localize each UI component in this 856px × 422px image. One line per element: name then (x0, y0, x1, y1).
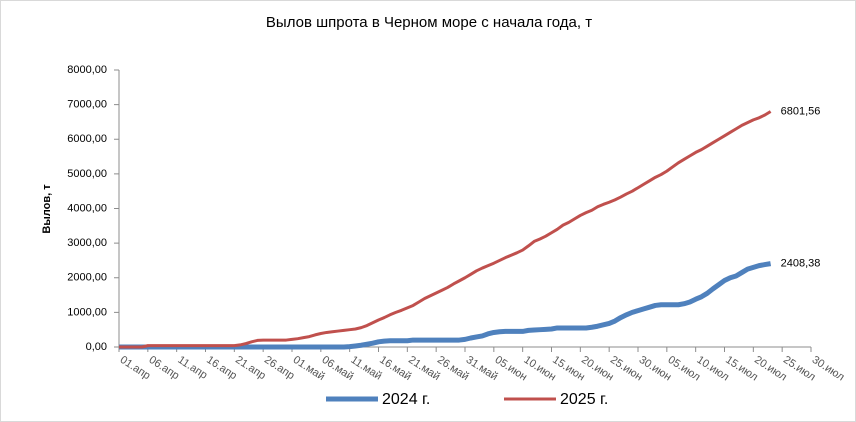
x-tick-label: 16.апр (204, 354, 239, 382)
x-tick-label: 15.июл (723, 354, 760, 384)
x-tick-label: 30.июн (637, 354, 674, 384)
y-tick-label: 3000,00 (67, 237, 107, 249)
data-label: 2408,38 (781, 258, 821, 270)
series-line (119, 261, 772, 350)
y-tick-label: 2000,00 (67, 272, 107, 284)
x-tick-label: 05.июн (493, 354, 530, 384)
x-tick-label: 25.июл (781, 354, 818, 384)
x-tick-label: 25.июн (608, 354, 645, 384)
y-axis-title: Вылов, т (41, 184, 53, 234)
y-tick-label: 0,00 (86, 341, 107, 353)
x-tick-label: 01.май (291, 354, 327, 383)
data-label: 6801,56 (781, 105, 821, 117)
x-tick-label: 20.июн (579, 354, 616, 384)
x-tick-label: 15.июн (550, 354, 587, 384)
y-tick-label: 4000,00 (67, 202, 107, 214)
legend-label: 2024 г. (382, 391, 430, 408)
y-tick-label: 5000,00 (67, 168, 107, 180)
x-tick-label: 06.апр (147, 354, 182, 382)
x-tick-label: 10.июл (694, 354, 731, 384)
y-tick-label: 1000,00 (67, 306, 107, 318)
x-tick-label: 26.апр (262, 354, 297, 382)
x-tick-label: 11.май (348, 354, 383, 383)
x-tick-label: 26.май (435, 354, 471, 383)
x-tick-label: 21.апр (233, 354, 268, 382)
x-tick-label: 21.май (406, 354, 442, 383)
x-tick-label: 05.июл (666, 354, 703, 384)
chart-title: Вылов шпрота в Черном море с начала года… (266, 14, 592, 31)
y-tick-label: 7000,00 (67, 99, 107, 111)
x-tick-label: 11.апр (175, 354, 209, 382)
x-tick-label: 10.июн (521, 354, 558, 384)
x-tick-label: 01.апр (118, 354, 153, 382)
x-tick-label: 16.май (377, 354, 413, 383)
series-line (119, 110, 772, 349)
x-tick-label: 20.июл (752, 354, 789, 384)
x-tick-label: 31.май (464, 354, 500, 383)
legend-label: 2025 г. (560, 391, 608, 408)
y-tick-label: 6000,00 (67, 133, 107, 145)
x-tick-label: 06.май (320, 354, 356, 383)
y-tick-label: 8000,00 (67, 64, 107, 76)
x-tick-label: 30.июл (810, 354, 847, 384)
